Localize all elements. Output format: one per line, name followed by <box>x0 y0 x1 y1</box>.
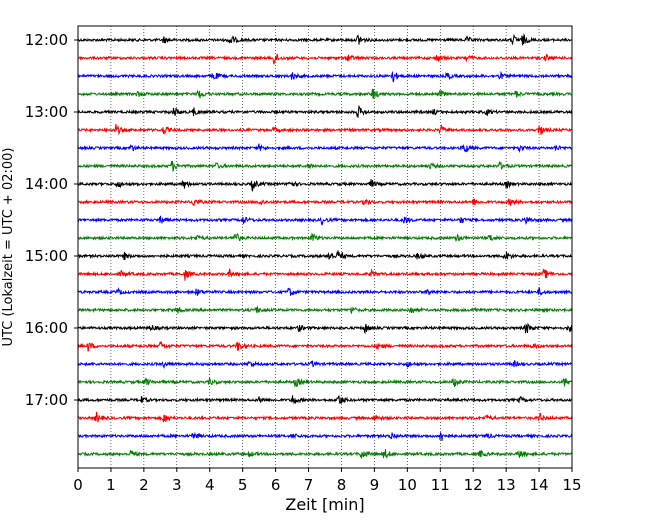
trace-1215 <box>77 53 573 65</box>
x-tick-label: 12 <box>464 476 483 494</box>
x-axis: 0 1 2 3 4 5 6 7 8 9 10 11 12 13 14 15 <box>73 468 582 494</box>
x-tick-label: 0 <box>73 476 83 494</box>
trace-1700 <box>77 395 573 405</box>
x-axis-label: Zeit [min] <box>285 495 364 514</box>
trace-1730 <box>77 431 573 442</box>
trace-1245 <box>77 88 573 99</box>
plot-frame <box>77 25 573 469</box>
y-tick-label: 13:00 <box>25 103 68 121</box>
trace-1445 <box>77 232 573 243</box>
x-tick-label: 7 <box>304 476 314 494</box>
trace-1400 <box>77 179 573 192</box>
y-tick-label: 15:00 <box>25 247 68 265</box>
x-tick-label: 9 <box>370 476 380 494</box>
x-tick-label: 1 <box>106 476 116 494</box>
x-tick-label: 5 <box>238 476 248 494</box>
x-tick-label: 10 <box>398 476 417 494</box>
trace-group <box>77 33 573 459</box>
trace-1600 <box>77 322 573 335</box>
x-tick-label: 14 <box>530 476 549 494</box>
trace-1645 <box>77 377 573 388</box>
trace-1530 <box>77 286 573 296</box>
trace-1515 <box>77 268 573 281</box>
y-tick-label: 17:00 <box>25 391 68 409</box>
x-tick-label: 11 <box>431 476 450 494</box>
x-tick-label: 13 <box>497 476 516 494</box>
y-tick-label: 14:00 <box>25 175 68 193</box>
trace-1415 <box>77 197 573 207</box>
x-tick-label: 6 <box>271 476 281 494</box>
trace-1345 <box>77 160 573 173</box>
y-axis-label: UTC (Lokalzeit = UTC + 02:00) <box>1 148 16 347</box>
trace-1330 <box>77 142 573 154</box>
y-axis: 12:00 13:00 14:00 15:00 16:00 17:00 <box>25 31 78 409</box>
trace-1545 <box>78 305 573 314</box>
y-tick-label: 16:00 <box>25 319 68 337</box>
x-tick-label: 8 <box>337 476 347 494</box>
trace-1745 <box>78 449 573 459</box>
plot-background <box>78 26 572 468</box>
trace-1615 <box>77 340 573 352</box>
y-tick-label: 12:00 <box>25 31 68 49</box>
x-tick-label: 2 <box>139 476 149 494</box>
trace-1715 <box>77 411 573 423</box>
trace-1300 <box>77 104 573 118</box>
x-tick-label: 4 <box>205 476 215 494</box>
x-tick-label: 15 <box>562 476 581 494</box>
x-tick-label: 3 <box>172 476 182 494</box>
trace-1430 <box>77 215 573 226</box>
trace-1630 <box>77 359 573 369</box>
trace-1315 <box>77 123 573 136</box>
trace-1500 <box>77 250 573 261</box>
trace-1230 <box>77 70 573 83</box>
trace-1200 <box>77 33 573 46</box>
